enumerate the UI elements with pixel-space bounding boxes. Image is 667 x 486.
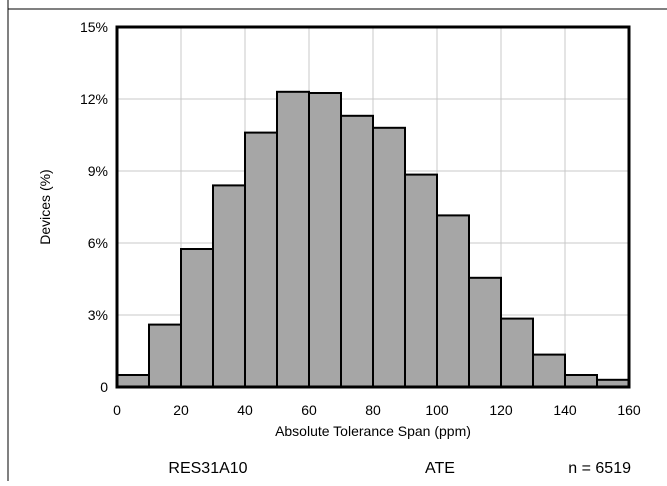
histogram-bar [180, 248, 214, 388]
x-tick-labels: 0 20 40 60 80 100 120 140 160 [113, 402, 641, 418]
histogram-bar [212, 184, 246, 388]
y-tick-label: 6% [88, 235, 108, 251]
histogram-bar [532, 353, 566, 389]
plot-area-border [115, 25, 631, 389]
y-tick-label: 3% [88, 307, 108, 323]
footer-sample-size: n = 6519 [568, 460, 631, 477]
x-tick-label: 80 [365, 402, 381, 418]
x-tick-label: 20 [173, 402, 189, 418]
x-tick-label: 140 [553, 402, 577, 418]
x-axis-label: Absolute Tolerance Span (ppm) [275, 423, 471, 439]
bars-group [116, 90, 630, 389]
x-tick-label: 120 [489, 402, 513, 418]
x-tick-label: 60 [301, 402, 317, 418]
histogram-bar [116, 374, 150, 388]
y-tick-label: 0 [100, 379, 108, 395]
x-tick-label: 0 [113, 402, 121, 418]
histogram-bar [148, 323, 182, 389]
x-tick-label: 100 [425, 402, 449, 418]
x-tick-label: 40 [237, 402, 253, 418]
y-tick-labels: 0 3% 6% 9% 12% 15% [80, 19, 108, 395]
histogram-bar [244, 131, 278, 388]
histogram-bar [564, 374, 598, 388]
y-axis-label: Devices (%) [37, 169, 53, 244]
histogram-bar [308, 92, 342, 388]
histogram-bar [372, 126, 406, 389]
histogram-bar [404, 173, 438, 388]
y-tick-label: 12% [80, 91, 108, 107]
histogram-bar [500, 317, 534, 389]
y-tick-label: 9% [88, 163, 108, 179]
footer-device-label: RES31A10 [168, 460, 247, 477]
histogram-bar [340, 114, 374, 389]
histogram-bar [436, 214, 470, 388]
histogram-bar [276, 90, 310, 389]
footer-method-label: ATE [425, 460, 455, 477]
x-tick-label: 160 [617, 402, 641, 418]
y-tick-label: 15% [80, 19, 108, 35]
histogram-bar [468, 276, 502, 388]
